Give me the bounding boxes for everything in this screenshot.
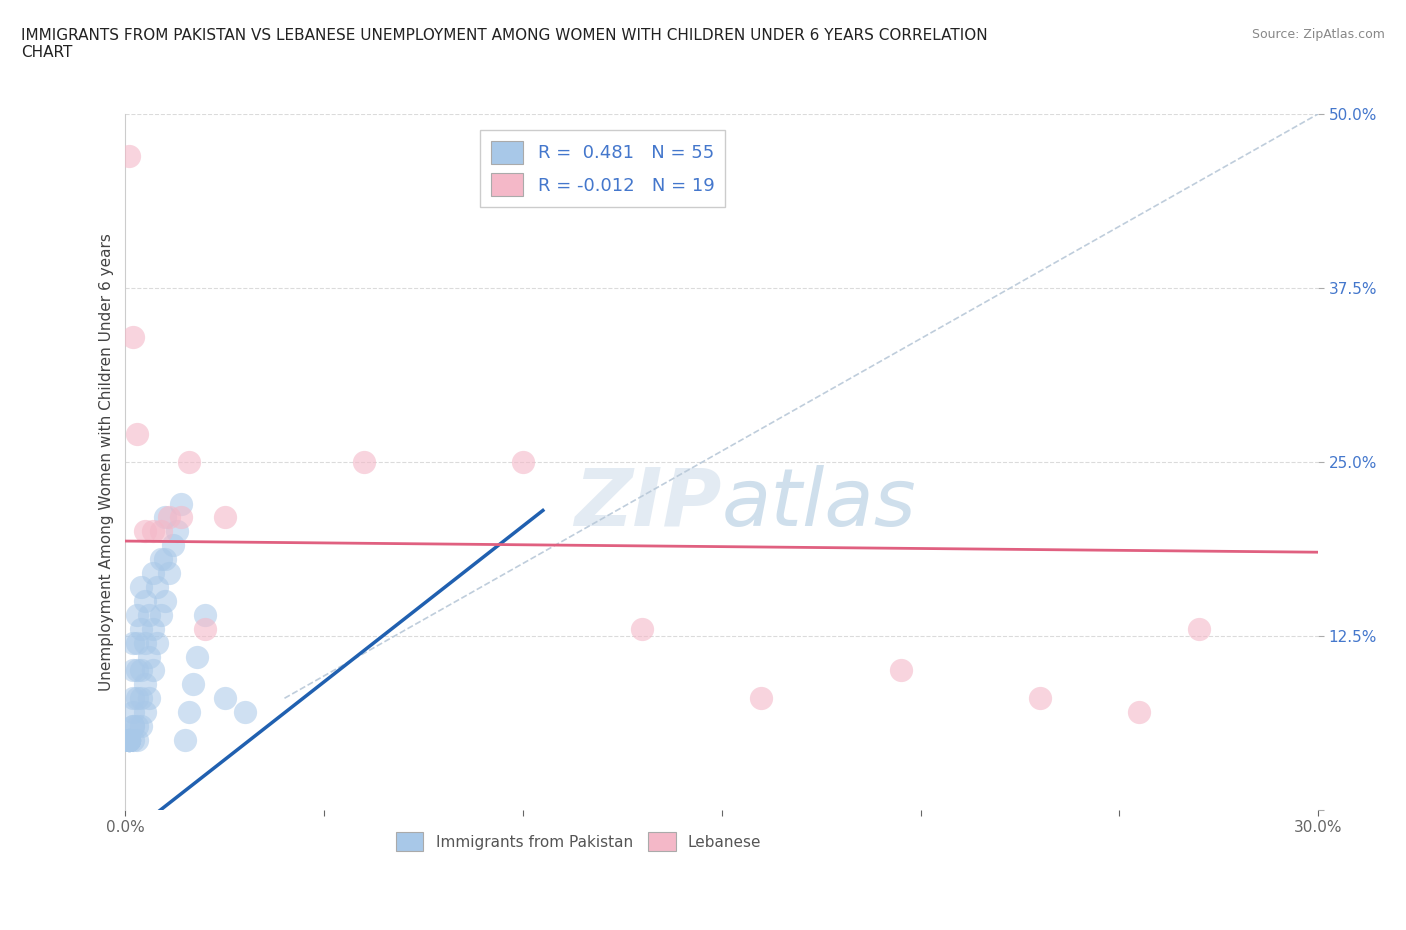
Point [146, 635, 169, 650]
Point [1029, 691, 1052, 706]
Point [127, 719, 149, 734]
Point [214, 510, 236, 525]
Text: Source: ZipAtlas.com: Source: ZipAtlas.com [1251, 28, 1385, 41]
Point [170, 496, 193, 511]
Point [353, 455, 375, 470]
Point [157, 510, 180, 525]
Point [122, 691, 145, 706]
Point [118, 733, 141, 748]
Point [142, 524, 165, 538]
Point [150, 551, 173, 566]
Point [134, 593, 156, 608]
Point [194, 607, 217, 622]
Legend: Immigrants from Pakistan, Lebanese: Immigrants from Pakistan, Lebanese [389, 826, 768, 857]
Point [138, 691, 160, 706]
Point [631, 621, 654, 636]
Point [127, 427, 149, 442]
Point [131, 663, 153, 678]
Point [162, 538, 184, 552]
Point [142, 663, 165, 678]
Point [118, 148, 141, 163]
Point [150, 524, 173, 538]
Point [127, 663, 149, 678]
Point [155, 510, 177, 525]
Text: IMMIGRANTS FROM PAKISTAN VS LEBANESE UNEMPLOYMENT AMONG WOMEN WITH CHILDREN UNDE: IMMIGRANTS FROM PAKISTAN VS LEBANESE UNE… [21, 28, 987, 60]
Point [118, 733, 141, 748]
Point [134, 635, 156, 650]
Point [134, 524, 156, 538]
Point [177, 705, 200, 720]
Point [122, 719, 145, 734]
Point [170, 510, 193, 525]
Point [118, 733, 141, 748]
Point [512, 455, 534, 470]
Point [233, 705, 256, 720]
Point [194, 621, 217, 636]
Point [1128, 705, 1150, 720]
Point [131, 691, 153, 706]
Point [127, 691, 149, 706]
Point [150, 607, 173, 622]
Point [890, 663, 912, 678]
Point [142, 565, 165, 580]
Point [142, 621, 165, 636]
Point [118, 733, 141, 748]
Point [177, 455, 200, 470]
Point [751, 691, 773, 706]
Text: ZIP: ZIP [575, 464, 721, 542]
Point [174, 733, 197, 748]
Point [131, 719, 153, 734]
Point [118, 733, 141, 748]
Y-axis label: Unemployment Among Women with Children Under 6 years: Unemployment Among Women with Children U… [100, 232, 114, 691]
Point [146, 579, 169, 594]
Point [122, 635, 145, 650]
Point [122, 705, 145, 720]
Point [186, 649, 208, 664]
Point [166, 524, 188, 538]
Point [118, 733, 141, 748]
Point [118, 733, 141, 748]
Point [131, 621, 153, 636]
Point [127, 733, 149, 748]
Point [122, 663, 145, 678]
Point [155, 593, 177, 608]
Text: atlas: atlas [721, 464, 917, 542]
Point [118, 733, 141, 748]
Point [122, 329, 145, 344]
Point [127, 635, 149, 650]
Point [1188, 621, 1211, 636]
Point [122, 733, 145, 748]
Point [181, 677, 204, 692]
Point [127, 607, 149, 622]
Point [138, 649, 160, 664]
Point [122, 719, 145, 734]
Point [118, 733, 141, 748]
Point [138, 607, 160, 622]
Point [155, 551, 177, 566]
Point [134, 677, 156, 692]
Point [131, 579, 153, 594]
Point [134, 705, 156, 720]
Point [214, 691, 236, 706]
Point [157, 565, 180, 580]
